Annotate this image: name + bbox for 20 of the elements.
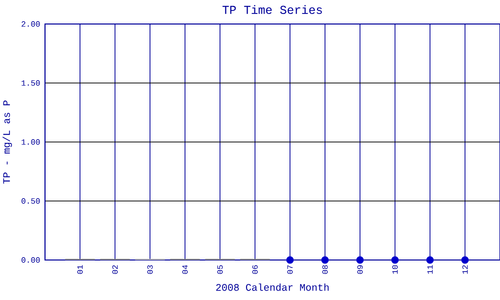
y-tick-label: 0.50 [22, 198, 40, 204]
y-tick-label: 1.00 [22, 139, 40, 145]
x-tick-label: 10 [392, 265, 398, 274]
y-axis-title: TP - mg/L as P [2, 100, 12, 184]
chart-title: TP Time Series [222, 5, 322, 14]
x-tick-label: 01 [77, 265, 83, 274]
x-tick-label: 02 [112, 265, 118, 274]
x-tick-label: 09 [357, 265, 363, 274]
y-tick-label: 2.00 [22, 21, 40, 27]
x-tick-label: 06 [252, 265, 258, 274]
x-tick-label: 03 [147, 265, 153, 274]
x-tick-label: 12 [462, 265, 468, 274]
x-tick-label: 08 [322, 265, 328, 274]
x-tick-label: 07 [287, 265, 293, 274]
x-tick-label: 04 [182, 265, 188, 274]
x-tick-label: 11 [427, 265, 433, 274]
x-axis-title: 2008 Calendar Month [216, 283, 329, 291]
y-tick-label: 0.00 [22, 257, 40, 263]
y-tick-label: 1.50 [22, 80, 40, 86]
x-tick-label: 05 [217, 265, 223, 274]
